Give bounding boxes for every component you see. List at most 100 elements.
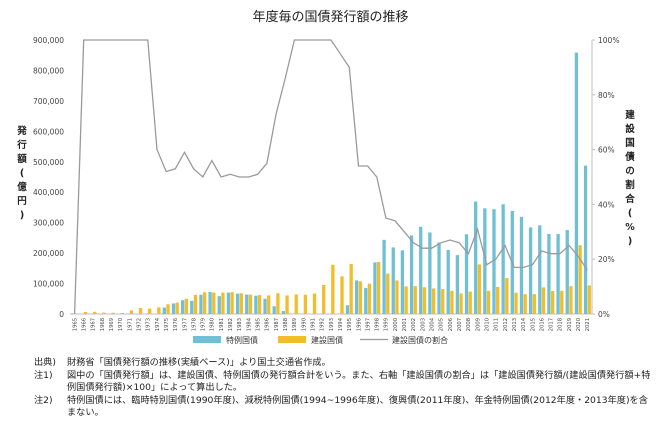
note-source: 出典) 財務省「国債発行額の推移(実績ベース)」より国土交通省作成。 xyxy=(34,357,654,370)
bar-kensetsu xyxy=(532,294,536,314)
bar-kensetsu xyxy=(303,294,308,314)
chart-title: 年度毎の国債発行額の推移 xyxy=(252,10,409,25)
bar-kensetsu xyxy=(496,286,500,314)
y-right-title-char: 設 xyxy=(625,123,635,135)
bar-kensetsu xyxy=(276,293,280,314)
bar-kensetsu xyxy=(166,304,170,314)
bar-tokurei xyxy=(547,234,551,314)
y-left-title-char: ) xyxy=(20,210,24,221)
y-right-tick-label: 40% xyxy=(598,200,615,209)
bar-kensetsu xyxy=(312,293,317,314)
y-left-title-char: ( xyxy=(20,168,24,179)
bar-tokurei xyxy=(455,255,460,314)
legend-swatch-kensetsu xyxy=(278,336,306,343)
line-kensetsu-ratio xyxy=(73,39,588,315)
y-left-tick-label: 900,000 xyxy=(33,36,64,45)
legend-label-tokurei: 特例国債 xyxy=(226,335,258,345)
y-right-tick-label: 100% xyxy=(598,36,619,45)
x-tick-label: 2009 xyxy=(475,318,481,331)
x-tick-label: 1971 xyxy=(127,318,133,331)
bar-kensetsu xyxy=(486,290,491,314)
y-left-tick-label: 0 xyxy=(59,310,64,319)
bar-kensetsu xyxy=(202,292,207,314)
y-right-tick-label: 0% xyxy=(598,310,610,319)
bar-kensetsu xyxy=(395,280,399,314)
bar-tokurei xyxy=(446,249,450,314)
bar-tokurei xyxy=(245,294,249,314)
x-tick-label: 1999 xyxy=(384,318,390,331)
bar-kensetsu xyxy=(505,278,509,314)
bar-kensetsu xyxy=(349,263,353,314)
y-right-tick-label: 80% xyxy=(598,91,615,100)
x-tick-label: 2006 xyxy=(448,318,454,331)
bar-kensetsu xyxy=(358,281,362,314)
bar-kensetsu xyxy=(331,264,335,314)
y-right-tick-label: 60% xyxy=(598,146,615,155)
bar-tokurei xyxy=(382,239,386,314)
bar-tokurei xyxy=(409,235,414,314)
bar-kensetsu xyxy=(386,273,390,314)
bar-kensetsu xyxy=(138,308,143,314)
bar-kensetsu xyxy=(569,286,573,314)
bar-tokurei xyxy=(235,293,240,314)
x-tick-label: 1994 xyxy=(338,317,344,331)
x-tick-label: 2004 xyxy=(430,317,436,331)
x-tick-label: 1978 xyxy=(191,318,197,331)
y-left-tick-label: 400,000 xyxy=(33,188,64,197)
y-right-title-char: % xyxy=(625,222,635,233)
bar-tokurei xyxy=(254,295,258,314)
x-tick-label: 2005 xyxy=(439,318,445,331)
bar-kensetsu xyxy=(413,286,417,314)
bar-tokurei xyxy=(483,208,487,314)
x-tick-label: 1996 xyxy=(356,318,362,331)
y-right-tick-label: 20% xyxy=(598,255,615,264)
x-tick-label: 1970 xyxy=(118,318,124,331)
bar-tokurei xyxy=(464,234,469,314)
x-tick-label: 1987 xyxy=(274,318,280,331)
bar-tokurei xyxy=(556,234,560,314)
bar-kensetsu xyxy=(184,298,188,314)
x-tick-label: 1979 xyxy=(201,318,207,331)
x-tick-label: 1974 xyxy=(155,317,161,331)
x-tick-label: 2011 xyxy=(494,318,500,331)
x-tick-label: 1976 xyxy=(173,318,179,331)
bar-tokurei xyxy=(208,292,212,314)
bar-kensetsu xyxy=(129,310,134,314)
y-right-title-char: 割 xyxy=(625,179,635,191)
bar-kensetsu xyxy=(248,294,253,314)
bar-tokurei xyxy=(71,313,75,314)
note-label: 出典) xyxy=(34,357,56,368)
y-left-title-char: 億 xyxy=(17,181,27,193)
bar-tokurei xyxy=(226,292,231,314)
bar-tokurei xyxy=(574,52,579,314)
x-tick-label: 1990 xyxy=(301,318,307,331)
bar-kensetsu xyxy=(450,290,454,314)
x-tick-label: 2001 xyxy=(402,318,408,331)
x-tick-label: 1973 xyxy=(146,318,152,331)
x-tick-label: 2020 xyxy=(576,318,582,331)
bar-kensetsu xyxy=(111,312,115,314)
notes: 出典) 財務省「国債発行額の推移(実績ベース)」より国土交通省作成。 注1) 図… xyxy=(34,357,654,420)
y-left-tick-label: 200,000 xyxy=(33,249,64,258)
bar-kensetsu xyxy=(468,291,472,314)
bar-kensetsu xyxy=(157,307,161,314)
y-left-title-char: 発 xyxy=(16,125,27,137)
note-2: 注2) 特例国債には、臨時特別国債(1990年度)、減税特例国債(1994~19… xyxy=(34,395,654,420)
bar-tokurei xyxy=(583,165,588,314)
bar-tokurei xyxy=(190,300,194,314)
bar-tokurei xyxy=(474,201,478,314)
x-tick-label: 1983 xyxy=(237,318,243,331)
bar-kensetsu xyxy=(376,262,381,314)
y-right-title-char: 債 xyxy=(624,151,635,163)
bar-tokurei xyxy=(501,204,505,314)
x-tick-label: 1988 xyxy=(283,318,289,331)
x-tick-label: 2007 xyxy=(457,318,463,331)
bar-kensetsu xyxy=(441,289,445,314)
bar-tokurei xyxy=(364,288,368,314)
bar-tokurei xyxy=(400,250,405,314)
y-left-title-char: 額 xyxy=(16,153,27,165)
bar-kensetsu xyxy=(285,295,289,314)
x-tick-label: 1975 xyxy=(164,318,170,331)
x-tick-label: 2018 xyxy=(558,318,564,331)
bar-kensetsu xyxy=(514,292,518,314)
